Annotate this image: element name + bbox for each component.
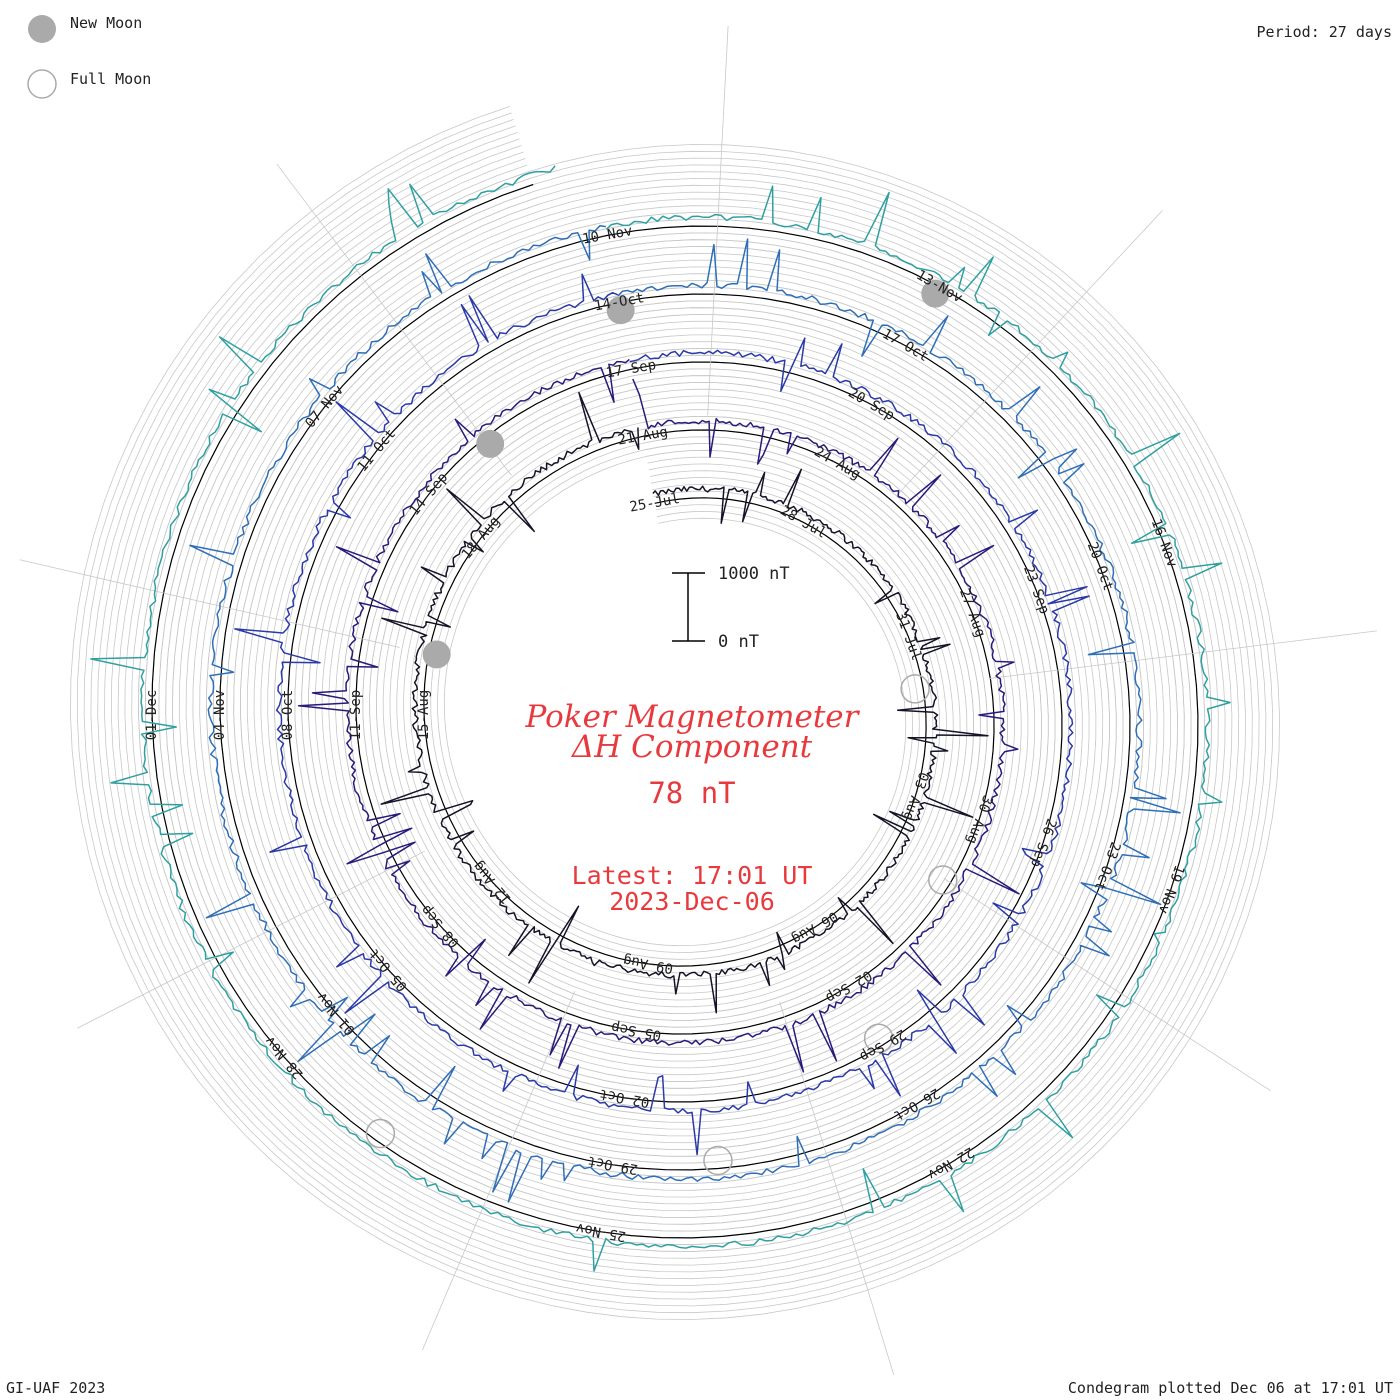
grid-spiral-line xyxy=(70,106,1280,1320)
radial-tick-line xyxy=(77,850,425,1029)
date-label: 26-Sep xyxy=(1027,816,1059,869)
data-series xyxy=(90,165,1231,1272)
latest-date: 2023-Dec-06 xyxy=(609,887,775,916)
radial-tick-line xyxy=(779,1001,895,1375)
chart-title-line1: Poker Magnetometer xyxy=(525,699,861,735)
chart-title-line2: ΔH Component xyxy=(571,729,813,765)
new-moon-legend-icon xyxy=(28,15,56,43)
date-label: 05-Sep xyxy=(610,1019,663,1044)
date-label: 08-Oct xyxy=(280,690,296,741)
date-label: 12-Aug xyxy=(470,858,515,907)
date-label: 31-Jul xyxy=(892,610,924,663)
grid-spiral-line xyxy=(110,145,1240,1280)
grid-spiral-line xyxy=(97,132,1253,1293)
date-tick-lines xyxy=(19,25,1377,1375)
date-label: 15-Aug xyxy=(416,690,432,741)
footer-plotted: Condegram plotted Dec 06 at 17:01 UT xyxy=(1068,1379,1393,1397)
full-moon-legend-label: Full Moon xyxy=(70,70,151,88)
full-moon-marker xyxy=(703,1145,733,1176)
date-label: 18-Aug xyxy=(459,513,504,562)
date-label: 02-Oct xyxy=(598,1086,651,1111)
series-line xyxy=(189,225,1181,1203)
series-line xyxy=(297,358,1020,1073)
new-moon-marker xyxy=(606,296,635,325)
date-label: 25-Jul xyxy=(628,491,681,516)
current-value: 78 nT xyxy=(648,776,735,810)
latest-time: Latest: 17:01 UT xyxy=(572,861,813,890)
full-moon-legend-icon xyxy=(27,69,57,99)
date-label: 01-Dec xyxy=(144,690,160,741)
date-label: 09-Aug xyxy=(622,952,675,977)
date-label: 23-Sep xyxy=(1020,563,1052,616)
date-label: 04-Nov xyxy=(212,690,228,741)
grid-spiral-line xyxy=(117,151,1233,1273)
full-moon-marker xyxy=(900,674,930,704)
date-label: 14-Sep xyxy=(407,470,452,519)
series-line xyxy=(234,273,1090,1156)
footer-credit: GI-UAF 2023 xyxy=(6,1379,105,1397)
scale-bottom-label: 0 nT xyxy=(718,632,759,652)
date-label: 11-Oct xyxy=(354,426,399,475)
baseline-spiral xyxy=(151,183,1199,1239)
new-moon-legend-label: New Moon xyxy=(70,14,142,32)
date-label: 11-Sep xyxy=(348,690,364,741)
moon-markers xyxy=(365,279,958,1176)
new-moon-marker xyxy=(921,279,950,308)
radial-tick-line xyxy=(896,210,1163,496)
scale-top-label: 1000 nT xyxy=(718,564,790,584)
period-label: Period: 27 days xyxy=(1257,23,1392,41)
radial-tick-line xyxy=(19,559,400,648)
date-label: 20-Oct xyxy=(1084,540,1116,593)
date-label: 02-Sep xyxy=(823,967,875,1006)
radial-tick-line xyxy=(989,630,1377,679)
full-moon-marker xyxy=(365,1118,396,1149)
radial-tick-line xyxy=(943,878,1271,1092)
radial-grid xyxy=(70,106,1280,1320)
date-label: 29-Oct xyxy=(586,1153,639,1178)
series-line xyxy=(90,165,1231,1272)
series-line xyxy=(380,391,989,1014)
new-moon-marker xyxy=(422,640,451,669)
date-label: 01-Nov xyxy=(314,989,359,1038)
full-moon-marker xyxy=(863,1023,894,1053)
date-label: 25-Nov xyxy=(575,1220,628,1245)
radial-tick-line xyxy=(707,25,729,416)
full-moon-marker xyxy=(928,865,958,895)
date-label: 10-Nov xyxy=(581,223,634,248)
grid-spiral-line xyxy=(104,138,1246,1286)
grid-spiral-line xyxy=(124,158,1226,1266)
date-label: 17-Sep xyxy=(605,357,658,382)
date-label: 23-Oct xyxy=(1091,840,1123,893)
date-label: 06-Aug xyxy=(789,908,841,947)
new-moon-marker xyxy=(476,429,505,458)
scale-bar xyxy=(672,572,705,642)
date-label: 27-Aug xyxy=(956,587,988,640)
date-label: 19-Nov xyxy=(1155,863,1187,916)
radial-tick-line xyxy=(276,163,512,476)
date-label: 21-Aug xyxy=(617,424,670,449)
grid-spiral-line xyxy=(131,164,1219,1259)
